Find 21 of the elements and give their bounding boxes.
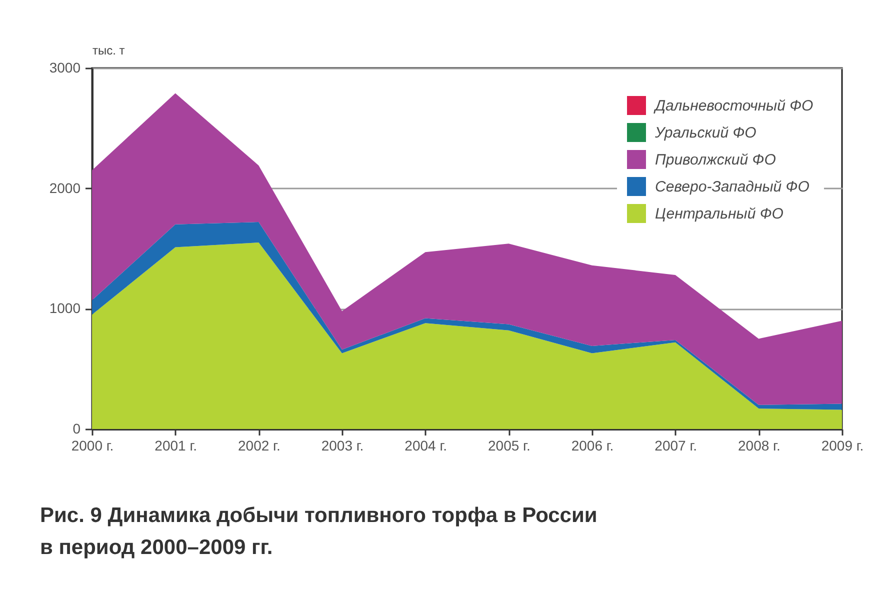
- y-axis-title: тыс. т: [92, 44, 126, 58]
- x-tick-label: 2009 г.: [821, 438, 864, 454]
- x-tick-label: 2005 г.: [488, 438, 530, 454]
- text: Рис. 9 Динамика добычи топливного торфа в России в период 2000–2009 гг.: [40, 504, 598, 559]
- x-tick-label: 2001 г.: [154, 438, 197, 454]
- x-tick-label: 2007 г.: [654, 438, 697, 454]
- y-tick-label: 0: [72, 420, 81, 436]
- legend-label: Уральский ФО: [654, 124, 757, 142]
- y-tick-label: 2000: [49, 180, 81, 196]
- x-tick-label: 2002 г.: [238, 438, 280, 454]
- y-tick-label: 1000: [49, 300, 81, 316]
- legend-label: Приволжский ФО: [655, 152, 776, 168]
- legend-label: Дальневосточный ФО: [653, 98, 814, 114]
- x-tick-label: 2006 г.: [571, 438, 614, 454]
- x-tick-label: 2008 г.: [738, 438, 780, 454]
- legend-label: Северо-Западный ФО: [655, 178, 810, 196]
- legend-label: Центральный ФО: [655, 206, 784, 222]
- x-tick-label: 2004 г.: [404, 438, 447, 454]
- x-tick-label: 2003 г.: [321, 438, 364, 454]
- y-tick-label: 3000: [49, 60, 81, 76]
- x-tick-label: 2000 г.: [71, 438, 114, 454]
